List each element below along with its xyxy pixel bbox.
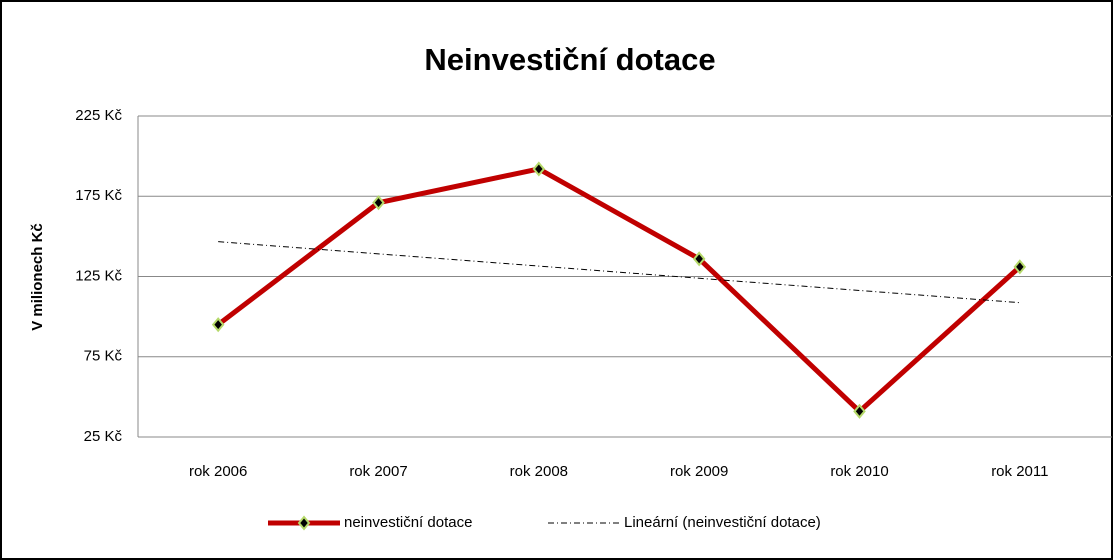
y-tick-label: 125 Kč (75, 267, 122, 284)
x-tick-label: rok 2006 (189, 463, 247, 480)
chart-title: Neinvestiční dotace (424, 42, 715, 77)
data-line (216, 166, 1022, 414)
marker (372, 195, 385, 211)
x-tick-label: rok 2008 (510, 463, 568, 480)
x-tick-label: rok 2009 (670, 463, 728, 480)
marker (1013, 259, 1027, 275)
y-tick-label: 225 Kč (75, 107, 122, 124)
legend-label: neinvestiční dotace (344, 514, 472, 531)
legend-marker (297, 515, 311, 531)
x-tick-label: rok 2010 (830, 463, 888, 480)
y-tick-label: 75 Kč (84, 348, 123, 365)
marker (211, 317, 225, 333)
y-tick-label: 25 Kč (84, 428, 123, 445)
y-tick-label: 175 Kč (75, 187, 122, 204)
marker (692, 251, 706, 267)
y-axis-label: V milionech Kč (29, 223, 46, 331)
trend-line (218, 241, 1020, 304)
legend-label: Lineární (neinvestiční dotace) (624, 514, 821, 531)
marker (532, 161, 546, 177)
x-tick-label: rok 2011 (991, 463, 1048, 480)
marker (853, 403, 866, 419)
x-tick-label: rok 2007 (349, 463, 407, 480)
